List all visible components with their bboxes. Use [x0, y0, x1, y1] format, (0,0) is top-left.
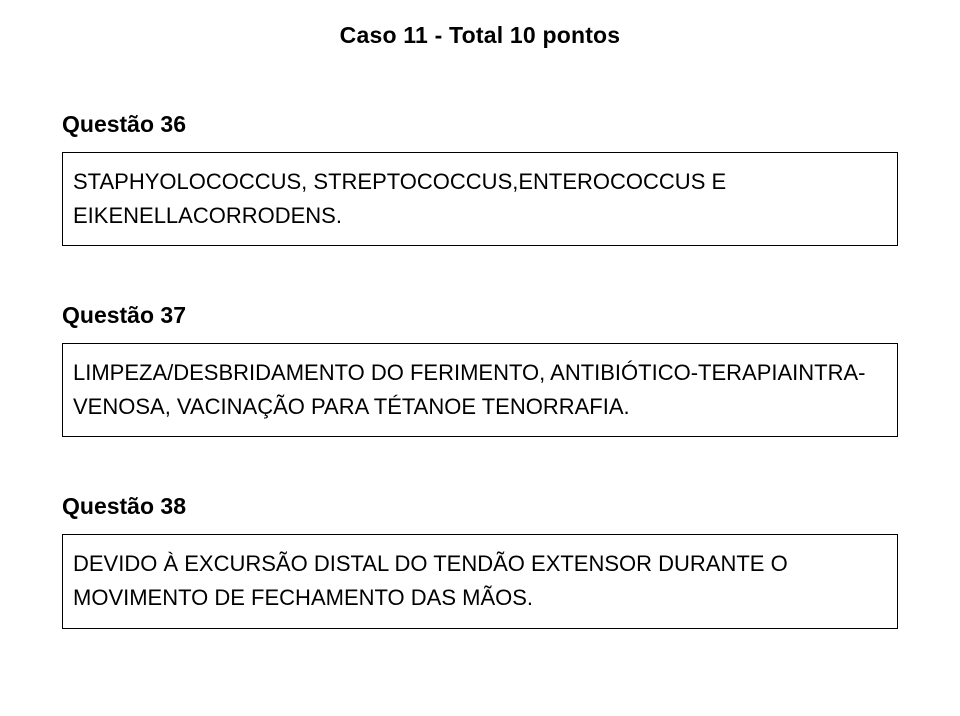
- answer-box: DEVIDO À EXCURSÃO DISTAL DO TENDÃO EXTEN…: [62, 534, 898, 628]
- question-heading: Questão 38: [62, 493, 898, 520]
- question-block-37: Questão 37 LIMPEZA/DESBRIDAMENTO DO FERI…: [62, 302, 898, 437]
- page: Caso 11 - Total 10 pontos Questão 36 STA…: [0, 0, 960, 716]
- answer-box: STAPHYOLOCOCCUS, STREPTOCOCCUS,ENTEROCOC…: [62, 152, 898, 246]
- answer-box: LIMPEZA/DESBRIDAMENTO DO FERIMENTO, ANTI…: [62, 343, 898, 437]
- question-heading: Questão 37: [62, 302, 898, 329]
- question-block-36: Questão 36 STAPHYOLOCOCCUS, STREPTOCOCCU…: [62, 111, 898, 246]
- page-title: Caso 11 - Total 10 pontos: [62, 22, 898, 49]
- question-block-38: Questão 38 DEVIDO À EXCURSÃO DISTAL DO T…: [62, 493, 898, 628]
- question-heading: Questão 36: [62, 111, 898, 138]
